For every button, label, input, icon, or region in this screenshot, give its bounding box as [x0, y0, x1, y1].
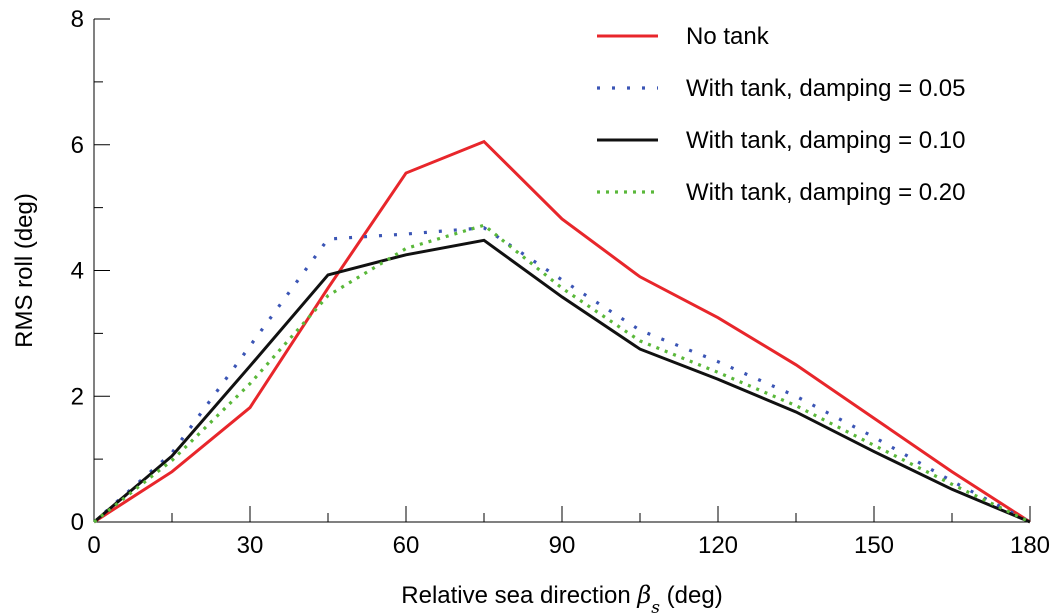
series-line-4 — [93, 223, 1031, 524]
x-tick-label: 0 — [87, 532, 100, 559]
y-axis-title: RMS roll (deg) — [11, 193, 38, 348]
y-tick-label: 8 — [71, 6, 84, 33]
x-axis-title-subscript: s — [651, 598, 660, 613]
y-tick-label: 0 — [71, 509, 84, 536]
legend-label-2: With tank, damping = 0.05 — [686, 75, 966, 102]
x-tick-label: 120 — [698, 532, 738, 559]
x-axis-title-suffix: (deg) — [660, 582, 723, 609]
series-layer — [92, 139, 1031, 524]
y-tick-label: 6 — [71, 132, 84, 159]
legend-label-3: With tank, damping = 0.10 — [686, 127, 966, 154]
x-tick-label: 60 — [393, 532, 420, 559]
x-axis-title-symbol: β — [636, 581, 651, 609]
y-tick-label: 2 — [71, 383, 84, 410]
tick-group: 0 30 60 90 120 150 180 0 2 4 6 8 — [71, 6, 1050, 559]
x-axis-title-prefix: Relative sea direction — [401, 582, 637, 609]
x-axis-title: Relative sea direction βs (deg) — [401, 581, 722, 613]
legend-label-4: With tank, damping = 0.20 — [686, 179, 966, 206]
legend: No tank With tank, damping = 0.05 With tan… — [597, 23, 966, 206]
series-line-1 — [93, 139, 1031, 524]
x-tick-label: 180 — [1010, 532, 1050, 559]
series-line-2 — [92, 226, 1031, 524]
x-tick-label: 90 — [549, 532, 576, 559]
x-tick-label: 150 — [854, 532, 894, 559]
x-tick-label: 30 — [237, 532, 264, 559]
series-line-3 — [93, 238, 1031, 524]
y-tick-label: 4 — [71, 258, 84, 285]
legend-label-1: No tank — [686, 23, 770, 50]
